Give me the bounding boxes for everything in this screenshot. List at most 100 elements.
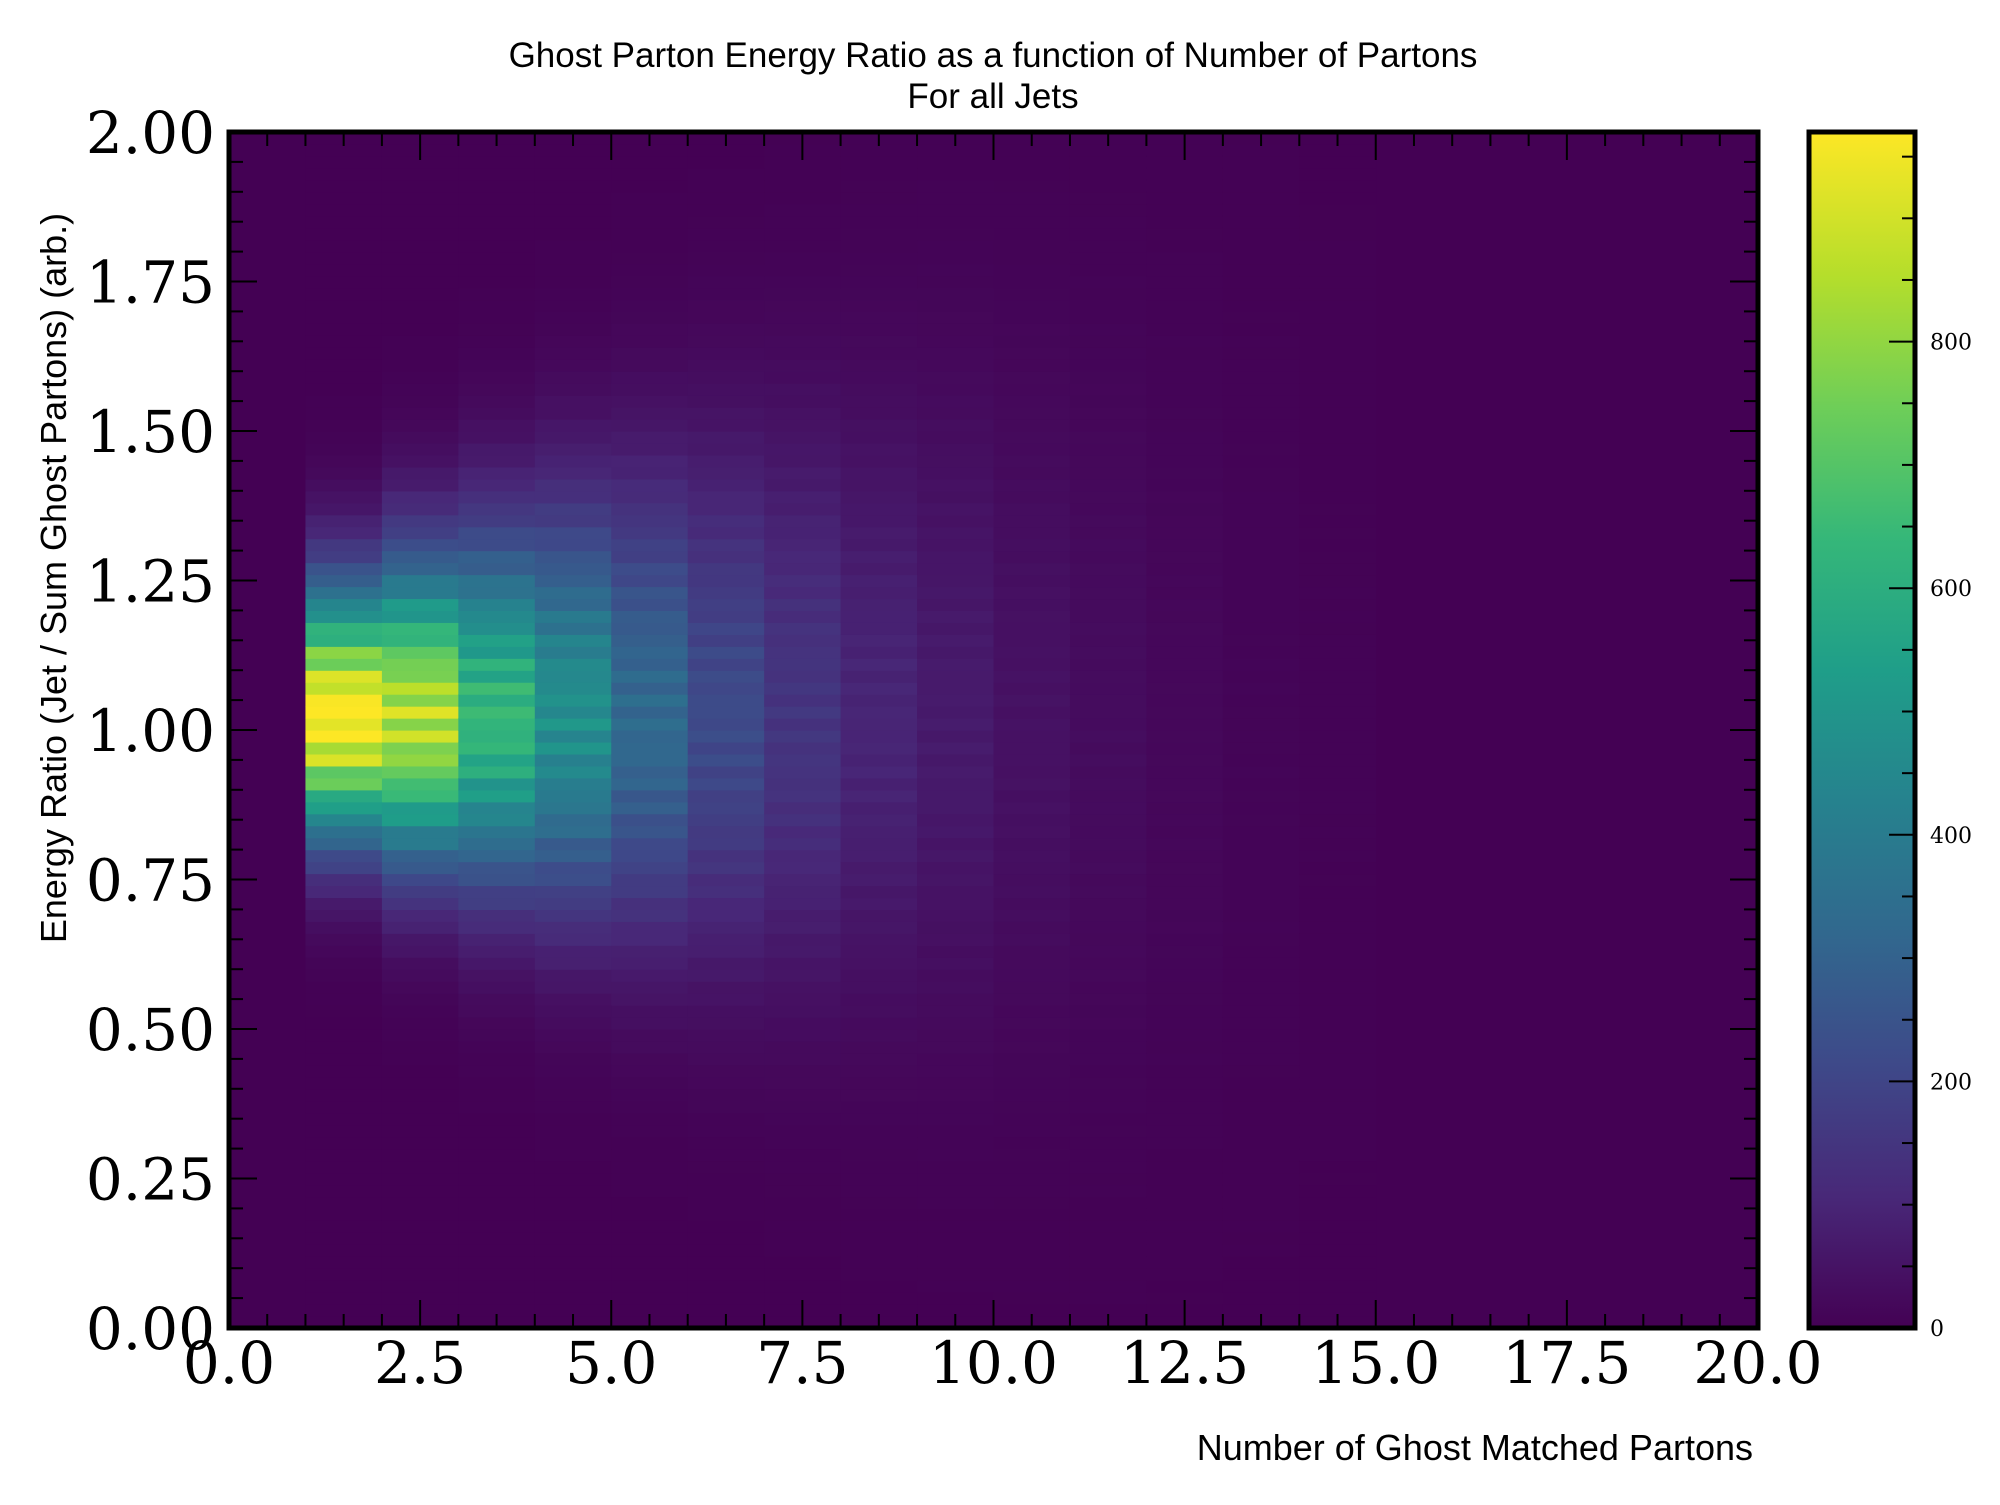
heatmap-cell — [458, 550, 536, 564]
plot-frame — [226, 129, 1761, 1331]
heatmap-cell — [1222, 538, 1300, 552]
heatmap-cell — [917, 407, 994, 420]
heatmap-cell — [1146, 323, 1224, 336]
heatmap-cell — [1299, 753, 1377, 767]
heatmap-cell — [534, 538, 612, 552]
heatmap-cell — [611, 658, 689, 671]
heatmap-cell — [1146, 610, 1224, 623]
heatmap-cell — [687, 897, 765, 910]
heatmap-cell — [1299, 1304, 1377, 1317]
heatmap-cell — [1299, 622, 1377, 635]
heatmap-cell — [1069, 610, 1147, 623]
heatmap-cell — [1069, 1064, 1147, 1078]
heatmap-cell — [687, 1304, 765, 1317]
colorbar-tick-label: 0 — [1930, 1317, 1944, 1342]
heatmap-cell — [611, 526, 689, 540]
heatmap-cell — [611, 215, 689, 229]
heatmap-cell — [534, 526, 612, 540]
heatmap-cell — [611, 574, 689, 588]
heatmap-cell — [611, 251, 689, 265]
heatmap-cell — [840, 1232, 918, 1245]
heatmap-cell — [534, 323, 612, 336]
heatmap-cell — [458, 957, 536, 970]
heatmap-cell — [687, 610, 765, 623]
heatmap-cell — [381, 1256, 459, 1269]
heatmap-cell — [1299, 407, 1377, 420]
heatmap-cell — [840, 598, 918, 611]
heatmap-cell — [687, 1208, 765, 1221]
heatmap-cell — [840, 574, 918, 588]
heatmap-cell — [381, 1029, 459, 1042]
heatmap-cell — [1299, 1052, 1377, 1066]
heatmap-cell — [764, 538, 842, 552]
heatmap-cell — [840, 610, 918, 623]
heatmap-cell — [1146, 897, 1224, 910]
heatmap-cell — [917, 1100, 994, 1114]
heatmap-cell — [840, 789, 918, 803]
heatmap-cell — [381, 490, 459, 504]
heatmap-cell — [1222, 1005, 1300, 1018]
heatmap-cell — [917, 981, 994, 994]
heatmap-cell — [1146, 179, 1224, 193]
heatmap-cell — [917, 299, 994, 312]
heatmap-cell — [534, 431, 612, 444]
heatmap-cell — [993, 670, 1071, 683]
heatmap-cell — [1069, 203, 1147, 217]
heatmap-cell — [764, 682, 842, 695]
heatmap-cell — [687, 1196, 765, 1209]
heatmap-cell — [611, 945, 689, 958]
heatmap-cell — [381, 622, 459, 635]
heatmap-cell — [534, 897, 612, 910]
heatmap-cell — [1069, 287, 1147, 301]
heatmap-cell — [1299, 191, 1377, 205]
heatmap-cell — [1146, 873, 1224, 887]
heatmap-cell — [993, 1052, 1071, 1066]
heatmap-cell — [917, 263, 994, 277]
heatmap-cell — [1146, 981, 1224, 994]
heatmap-cell — [687, 275, 765, 289]
heatmap-cell — [534, 1304, 612, 1317]
heatmap-cell — [1222, 634, 1300, 647]
heatmap-cell — [1069, 825, 1147, 839]
heatmap-cell — [381, 227, 459, 241]
heatmap-cell — [305, 227, 383, 241]
heatmap-cell — [381, 1124, 459, 1138]
heatmap-cell — [305, 610, 383, 623]
heatmap-cell — [687, 1076, 765, 1090]
heatmap-cell — [993, 718, 1071, 731]
heatmap-cell — [381, 1232, 459, 1245]
heatmap-cell — [1069, 1244, 1147, 1257]
heatmap-cell — [840, 1040, 918, 1054]
heatmap-cell — [1299, 514, 1377, 528]
heatmap-cell — [458, 407, 536, 420]
heatmap-cell — [305, 215, 383, 229]
heatmap-cell — [993, 1244, 1071, 1257]
heatmap-cell — [1069, 909, 1147, 922]
heatmap-cell — [764, 227, 842, 241]
heatmap-cell — [381, 670, 459, 683]
heatmap-cell — [840, 1160, 918, 1174]
heatmap-cell — [993, 1017, 1071, 1030]
heatmap-cell — [305, 741, 383, 755]
heatmap-cell — [993, 407, 1071, 420]
heatmap-cell — [1146, 191, 1224, 205]
heatmap-cell — [687, 1256, 765, 1269]
heatmap-cell — [993, 1256, 1071, 1269]
heatmap-cell — [1146, 1064, 1224, 1078]
heatmap-cell — [764, 1220, 842, 1233]
heatmap-cell — [1299, 1232, 1377, 1245]
heatmap-cell — [1146, 287, 1224, 301]
heatmap-cell — [534, 885, 612, 899]
heatmap-cell — [305, 562, 383, 576]
heatmap-cell — [458, 777, 536, 791]
heatmap-cell — [1299, 993, 1377, 1006]
heatmap-cell — [458, 1136, 536, 1150]
heatmap-cell — [458, 490, 536, 504]
heatmap-cell — [917, 1148, 994, 1162]
heatmap-cell — [764, 945, 842, 958]
heatmap-cell — [611, 1184, 689, 1198]
heatmap-cell — [917, 813, 994, 827]
heatmap-cell — [1146, 1017, 1224, 1030]
heatmap-cell — [1299, 155, 1377, 169]
heatmap-cell — [687, 550, 765, 564]
